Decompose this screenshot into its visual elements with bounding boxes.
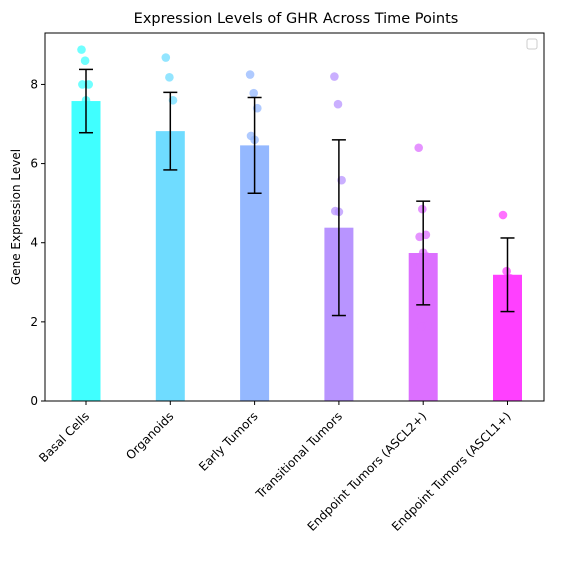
x-tick-label: Early Tumors [196, 409, 261, 474]
data-point [423, 321, 433, 331]
data-point [419, 268, 429, 277]
data-point [162, 136, 171, 145]
legend-box [526, 38, 538, 50]
bar [155, 131, 185, 401]
bar [71, 101, 101, 402]
plot-area [71, 45, 522, 402]
data-point [77, 45, 86, 54]
data-point [85, 105, 94, 115]
data-point [338, 242, 347, 251]
data-point [161, 53, 171, 62]
data-point [165, 73, 174, 82]
plot-frame [44, 32, 545, 402]
data-point [78, 80, 87, 89]
y-tick-label: 6 [30, 157, 38, 171]
x-tick-label: Basal Cells [36, 409, 92, 465]
y-tick-label: 4 [30, 236, 38, 250]
y-tick-label: 2 [30, 315, 38, 329]
data-point [253, 147, 263, 157]
data-point [415, 232, 424, 242]
data-point [245, 70, 255, 79]
y-tick-label: 8 [30, 77, 38, 91]
data-point [335, 306, 345, 316]
x-tick-label: Transitional Tumors [252, 409, 345, 502]
data-point [333, 99, 343, 109]
y-tick-label: 0 [30, 394, 38, 408]
data-point [422, 252, 432, 261]
data-point [169, 145, 179, 155]
data-point [254, 236, 264, 246]
chart-title: Expression Levels of GHR Across Time Poi… [134, 11, 459, 27]
data-point [251, 179, 260, 188]
data-point [80, 56, 90, 65]
data-point [330, 72, 339, 81]
y-axis-label: Gene Expression Level [9, 149, 23, 285]
data-point [417, 322, 426, 331]
data-point [249, 88, 258, 98]
data-point [82, 135, 92, 145]
data-point [332, 325, 342, 335]
data-point [339, 317, 348, 327]
x-tick-label: Organoids [123, 409, 176, 462]
data-point [166, 155, 176, 164]
data-point [499, 289, 509, 299]
data-point [418, 204, 427, 214]
data-point [498, 210, 508, 220]
data-point [414, 143, 424, 153]
data-point [502, 266, 511, 276]
